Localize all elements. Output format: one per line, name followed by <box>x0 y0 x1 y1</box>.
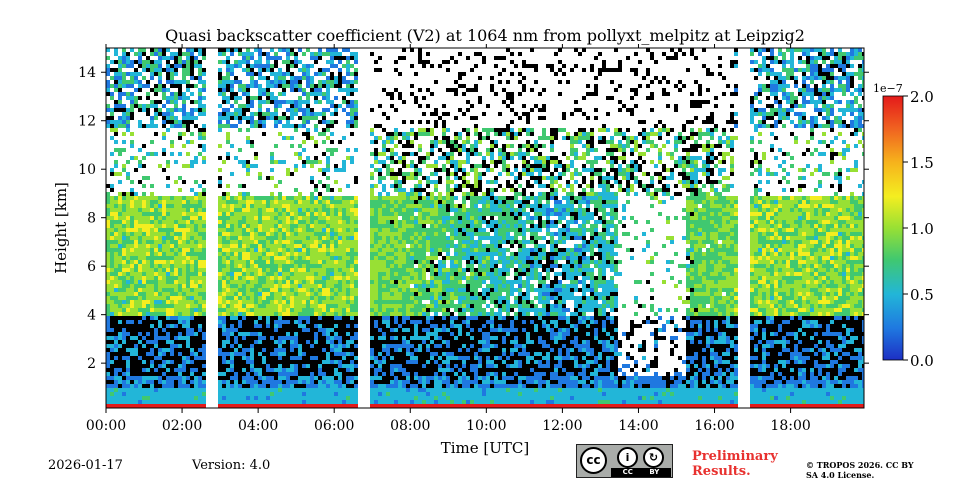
y-tick-label: 12 <box>78 114 96 130</box>
y-tick-label: 10 <box>78 162 96 178</box>
colorbar-tick-label: 1.0 <box>910 220 934 238</box>
cc-badge-text: CC BY SA <box>611 468 671 477</box>
x-tick-label: 14:00 <box>618 418 658 434</box>
colorbar-gradient <box>883 96 903 360</box>
creative-commons-icon: cc <box>580 447 607 474</box>
y-tick-label: 8 <box>87 211 96 227</box>
x-axis-label: Time [UTC] <box>441 439 530 457</box>
colorbar-tick-label: 0.5 <box>910 286 934 304</box>
x-tick-label: 06:00 <box>314 418 354 434</box>
heatmap-field <box>106 48 866 408</box>
attribution-icon: i <box>617 447 638 468</box>
copyright-note: © TROPOS 2026. CC BY SA 4.0 License. <box>806 460 916 480</box>
preliminary-results-note: Preliminary Results. <box>692 449 802 479</box>
y-tick-label: 6 <box>87 259 96 275</box>
x-tick-label: 10:00 <box>466 418 506 434</box>
colorbar-tick-label: 2.0 <box>910 88 934 106</box>
x-tick-label: 18:00 <box>770 418 810 434</box>
chart-title: Quasi backscatter coefficient (V2) at 10… <box>165 26 805 45</box>
colorbar-tick-label: 1.5 <box>910 154 934 172</box>
x-tick-label: 08:00 <box>390 418 430 434</box>
x-tick-label: 16:00 <box>694 418 734 434</box>
x-tick-label: 04:00 <box>238 418 278 434</box>
footer-date: 2026-01-17 <box>48 458 123 473</box>
cc-license-badge: cc i ↻ CC BY SA <box>576 444 673 478</box>
colorbar-tick-label: 0.0 <box>910 352 934 370</box>
colorbar-scale-label: 1e−7 <box>873 82 903 95</box>
share-alike-icon: ↻ <box>643 447 664 468</box>
footer-version: Version: 4.0 <box>192 458 270 473</box>
y-tick-label: 2 <box>87 356 96 372</box>
y-tick-label: 4 <box>87 308 96 324</box>
x-tick-label: 12:00 <box>542 418 582 434</box>
y-axis-label: Height [km] <box>52 182 70 274</box>
x-tick-label: 00:00 <box>86 418 126 434</box>
x-tick-label: 02:00 <box>162 418 202 434</box>
colorbar: 0.0 0.5 1.0 1.5 2.0 1e−7 <box>873 82 934 370</box>
y-tick-label: 14 <box>78 65 96 81</box>
